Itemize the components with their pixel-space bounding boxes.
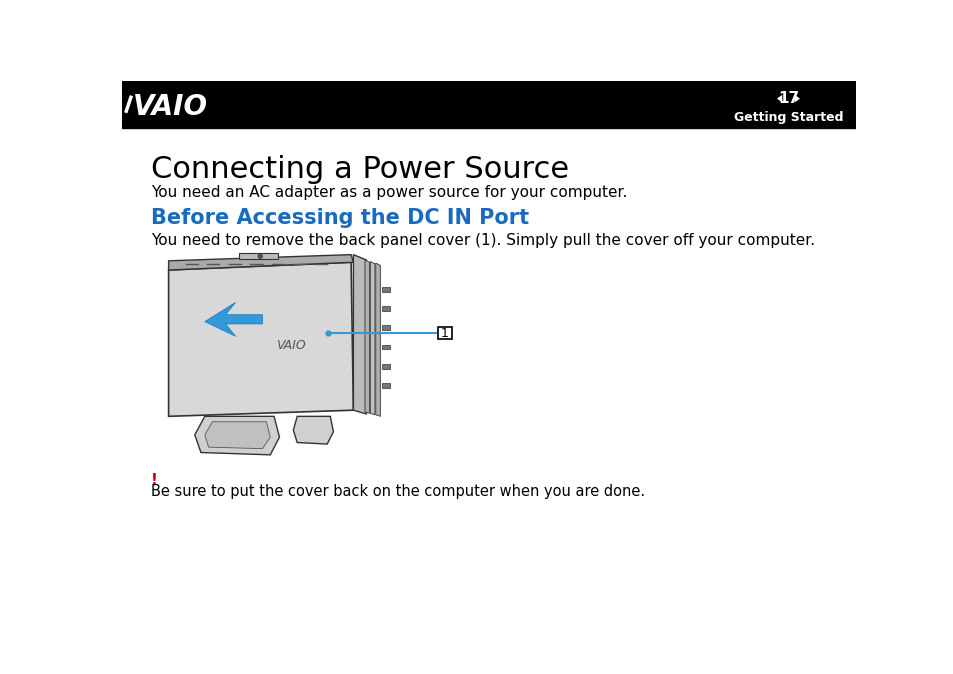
Polygon shape bbox=[365, 260, 369, 413]
Polygon shape bbox=[293, 417, 333, 444]
Polygon shape bbox=[370, 262, 375, 415]
Polygon shape bbox=[776, 95, 781, 102]
Text: VAIO: VAIO bbox=[276, 339, 306, 353]
Text: 17: 17 bbox=[777, 91, 799, 106]
Bar bbox=[381, 364, 389, 369]
Polygon shape bbox=[375, 263, 380, 417]
Bar bbox=[381, 326, 389, 330]
Text: You need an AC adapter as a power source for your computer.: You need an AC adapter as a power source… bbox=[151, 185, 627, 200]
Text: 1: 1 bbox=[440, 327, 449, 340]
Bar bbox=[381, 306, 389, 311]
Polygon shape bbox=[194, 417, 279, 455]
Bar bbox=[121, 81, 856, 127]
Bar bbox=[381, 384, 389, 388]
Polygon shape bbox=[205, 422, 270, 449]
Polygon shape bbox=[359, 259, 364, 412]
Bar bbox=[381, 287, 389, 292]
Text: VAIO: VAIO bbox=[132, 92, 208, 121]
Bar bbox=[381, 344, 389, 349]
Text: Connecting a Power Source: Connecting a Power Source bbox=[151, 155, 568, 184]
Text: Before Accessing the DC IN Port: Before Accessing the DC IN Port bbox=[151, 208, 529, 228]
Text: You need to remove the back panel cover (1). Simply pull the cover off your comp: You need to remove the back panel cover … bbox=[151, 233, 814, 248]
Polygon shape bbox=[169, 255, 353, 270]
Polygon shape bbox=[169, 262, 353, 417]
Text: !: ! bbox=[151, 473, 157, 489]
Bar bbox=[437, 327, 452, 339]
Text: Be sure to put the cover back on the computer when you are done.: Be sure to put the cover back on the com… bbox=[151, 484, 644, 499]
Polygon shape bbox=[794, 95, 800, 102]
Text: Getting Started: Getting Started bbox=[733, 111, 842, 124]
Bar bbox=[239, 253, 277, 259]
Polygon shape bbox=[205, 303, 262, 336]
Circle shape bbox=[257, 254, 262, 259]
Polygon shape bbox=[353, 255, 366, 414]
